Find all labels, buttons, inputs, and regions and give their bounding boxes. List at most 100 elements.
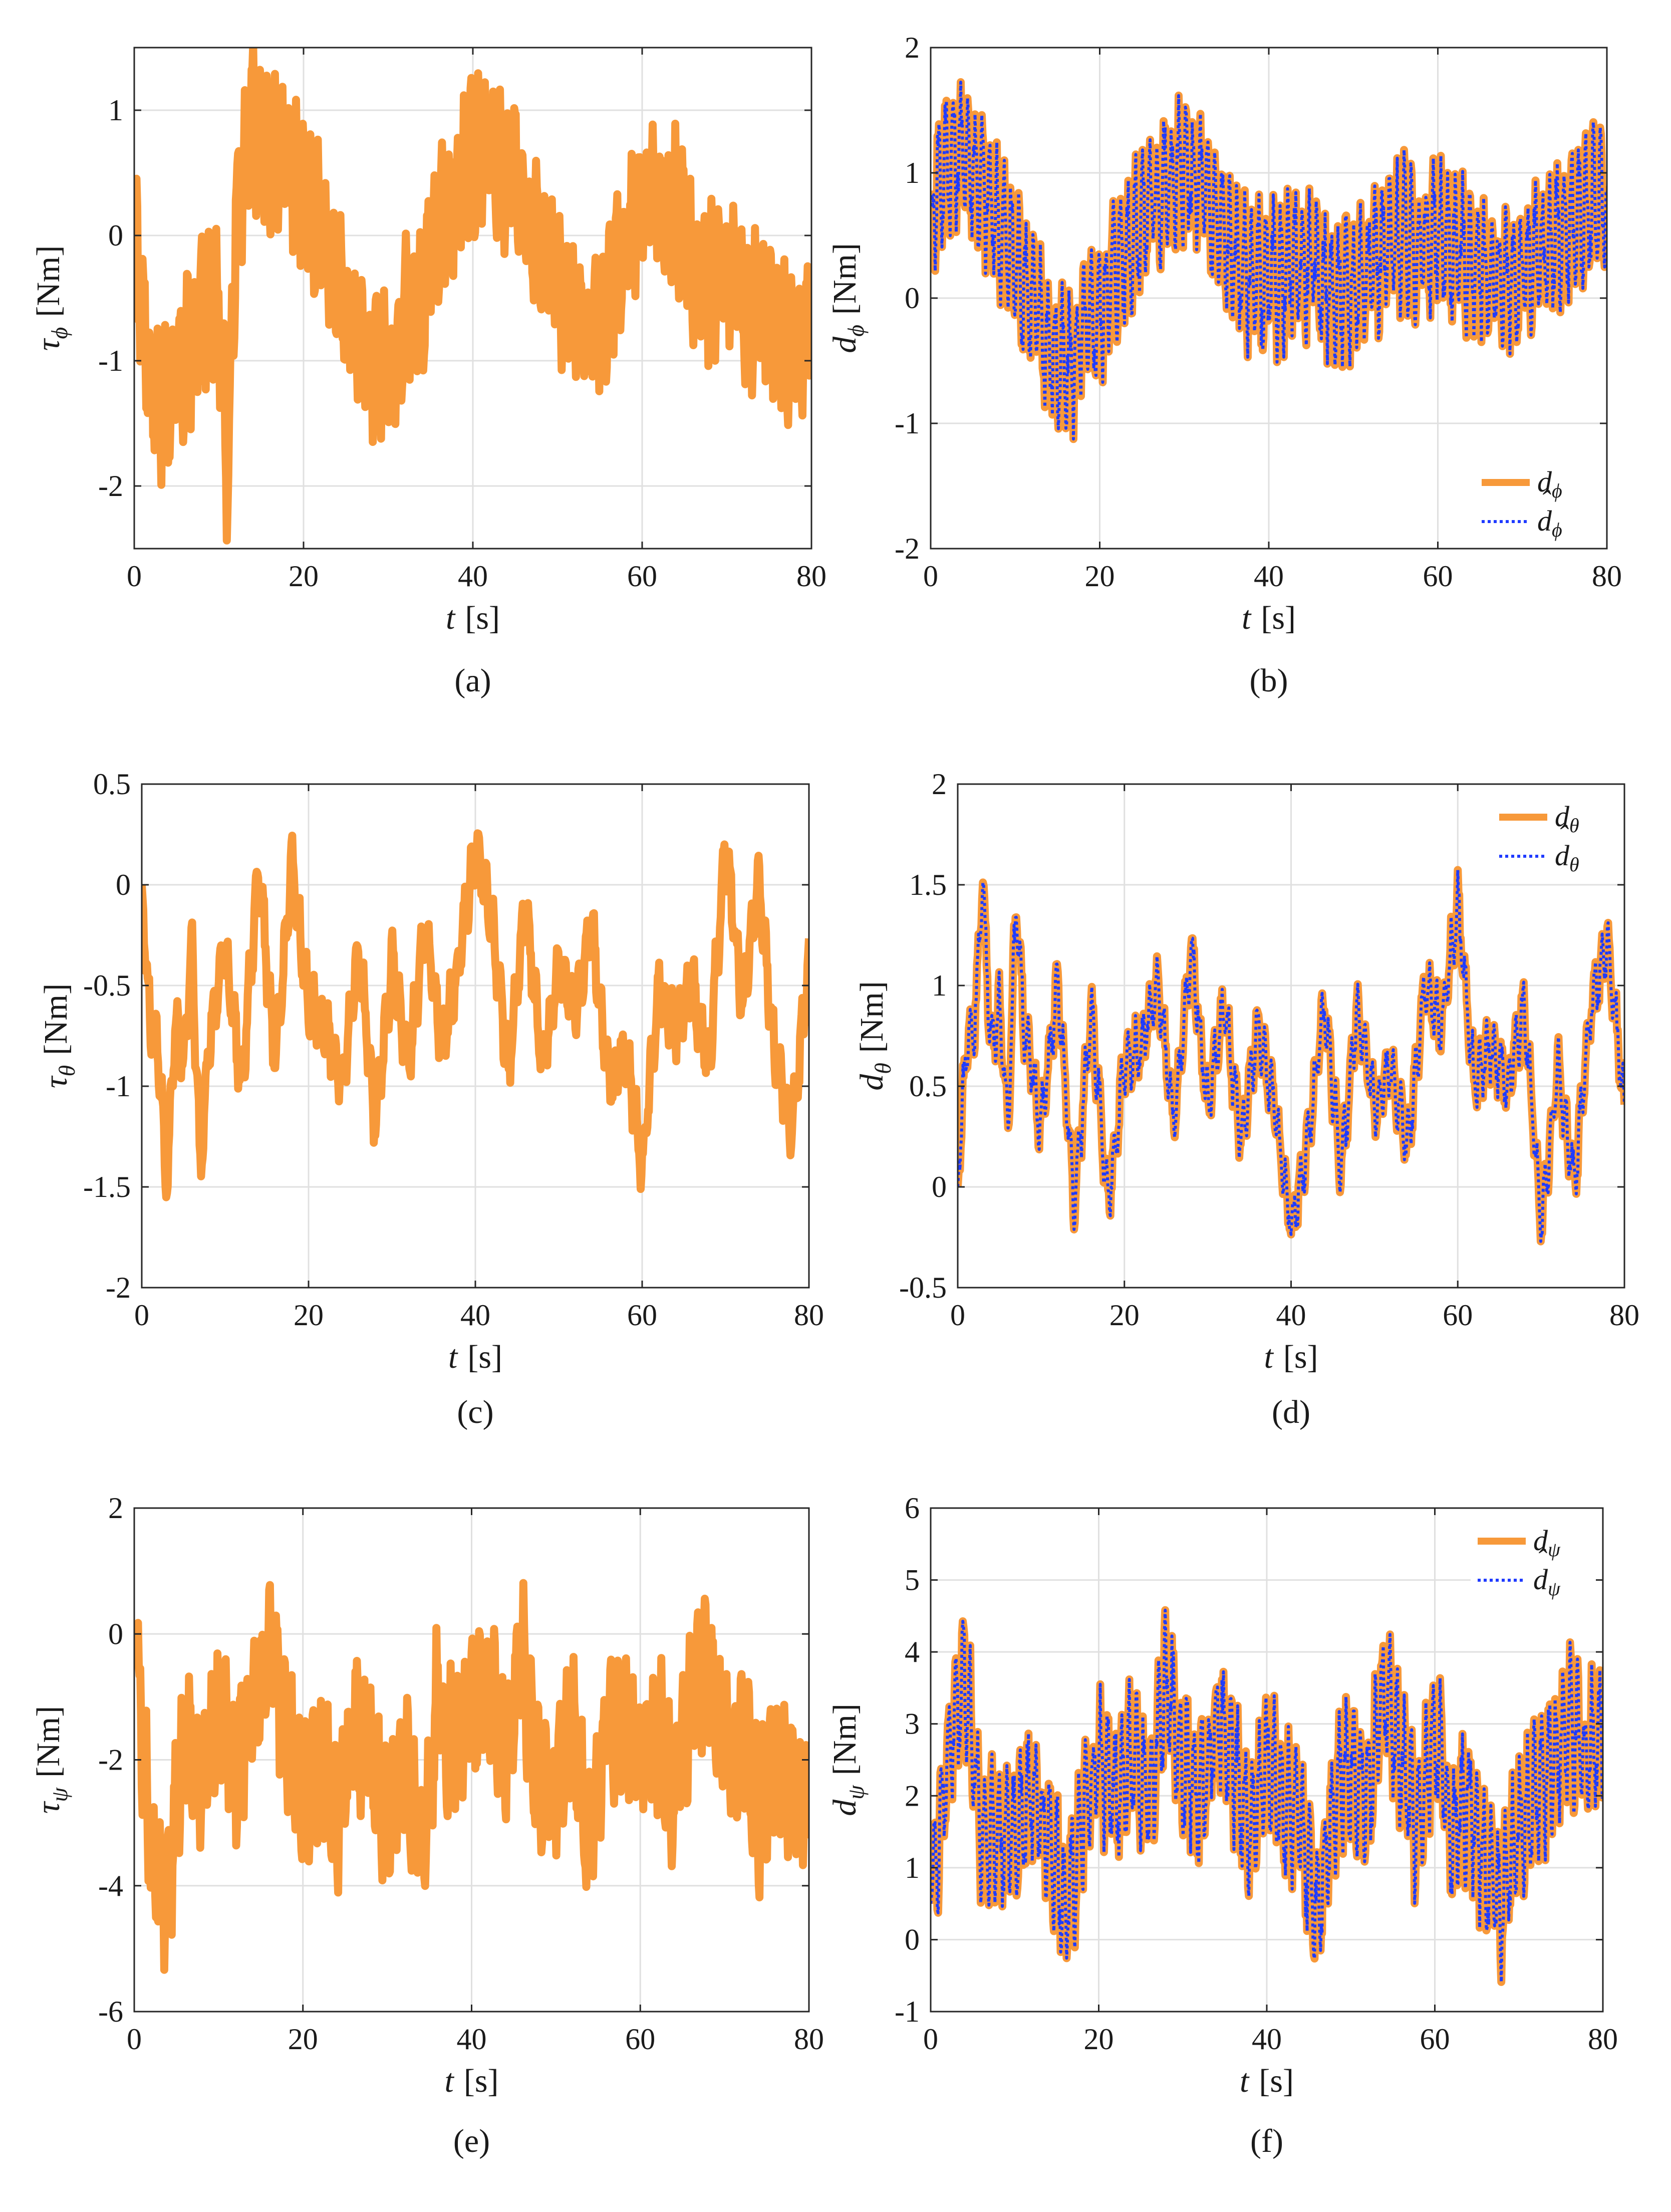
y-tick-label: 0 [108, 219, 123, 252]
x-tick-label: 80 [796, 560, 826, 593]
x-axis-label: t [s] [445, 2063, 499, 2099]
x-axis-label: t [s] [1264, 1339, 1318, 1375]
series-line-estimated [958, 868, 1624, 1243]
y-tick-label: -2 [98, 469, 123, 503]
plot-area [958, 866, 1624, 1246]
x-tick-label: 40 [1254, 560, 1284, 593]
x-tick-label: 60 [627, 560, 657, 593]
series-line-estimated [931, 1608, 1603, 1984]
y-tick-label: 2 [905, 31, 920, 64]
y-tick-label: 0.5 [909, 1070, 947, 1103]
y-tick-label: 1 [108, 94, 123, 127]
x-tick-label: 20 [288, 2023, 318, 2056]
series-line-measured [134, 48, 811, 545]
plot-area [134, 48, 811, 545]
hat-accent-icon: ˆ [1540, 484, 1551, 517]
panel-caption: (e) [453, 2123, 490, 2159]
y-tick-label: -2 [106, 1271, 131, 1304]
y-tick-label: -2 [895, 532, 920, 565]
x-tick-label: 80 [1609, 1299, 1639, 1332]
y-tick-label: 1 [905, 1851, 920, 1884]
legend-label: dψ [1533, 1524, 1561, 1561]
y-tick-label: -1 [895, 407, 920, 440]
x-axis-label: t [s] [448, 1339, 502, 1375]
x-tick-label: 40 [458, 560, 488, 593]
panel-c: 0 20 40 60 80 -2 -1.5 -1 -0.5 0 0.5 t [s] τθ[Nm] (c) [38, 768, 824, 1430]
x-tick-label: 20 [289, 560, 319, 593]
y-tick-label: 0.5 [93, 768, 131, 801]
y-tick-label: -4 [98, 1869, 123, 1902]
x-tick-label: 20 [1084, 2023, 1114, 2056]
y-axis-label: τψ[Nm] [30, 1706, 72, 1814]
legend-label: dθ [1555, 839, 1579, 876]
y-axis-label: τθ[Nm] [38, 984, 80, 1088]
series-line-estimated [931, 81, 1607, 441]
y-tick-label: -1 [106, 1070, 131, 1103]
y-tick-label: 1.5 [909, 868, 947, 901]
hat-accent-icon: ˆ [1536, 1543, 1547, 1576]
y-tick-label: 0 [905, 1923, 920, 1956]
x-tick-label: 60 [627, 1299, 657, 1332]
x-tick-label: 80 [1592, 560, 1622, 593]
x-tick-label: 20 [1085, 560, 1115, 593]
legend-box [1475, 456, 1600, 542]
x-tick-label: 80 [1588, 2023, 1618, 2056]
x-tick-label: 0 [923, 2023, 938, 2056]
series-line-measured [134, 1579, 809, 1974]
x-tick-label: 20 [1109, 1299, 1140, 1332]
y-tick-label: 6 [905, 1492, 920, 1525]
y-tick-label: 2 [905, 1779, 920, 1812]
x-tick-label: 60 [1443, 1299, 1473, 1332]
y-tick-label: 2 [108, 1492, 123, 1525]
panel-caption: (d) [1272, 1394, 1310, 1430]
panel-e: 0 20 40 60 80 -6 -4 -2 0 2 t [s] τψ[Nm] (e) [30, 1492, 824, 2159]
y-tick-label: 5 [905, 1564, 920, 1597]
x-tick-label: 0 [127, 560, 142, 593]
y-tick-label: 0 [108, 1617, 123, 1650]
x-tick-label: 80 [794, 2023, 824, 2056]
legend-label: dψ [1533, 1563, 1561, 1600]
y-tick-label: -1 [895, 1995, 920, 2028]
panel-caption: (b) [1250, 662, 1288, 699]
y-axis-label: τϕ[Nm] [30, 245, 72, 351]
x-tick-label: 0 [134, 1299, 149, 1332]
legend-box [1471, 1515, 1596, 1600]
y-tick-label: -2 [98, 1744, 123, 1777]
legend-label: dθ [1555, 800, 1579, 837]
y-tick-label: 2 [932, 768, 947, 801]
panel-caption: (a) [454, 662, 491, 699]
hat-accent-icon: ˆ [1558, 819, 1569, 852]
y-axis-label: dϕ[Nm] [826, 243, 869, 353]
y-tick-label: 0 [905, 282, 920, 315]
y-tick-label: -0.5 [83, 969, 131, 1002]
x-axis-label: t [s] [1242, 600, 1296, 636]
x-tick-label: 60 [1420, 2023, 1450, 2056]
x-tick-label: 40 [1252, 2023, 1282, 2056]
legend-label: dϕ [1537, 465, 1562, 502]
x-tick-label: 40 [460, 1299, 490, 1332]
panel-caption: (f) [1250, 2123, 1283, 2159]
panel-a: 0 20 40 60 80 -2 -1 0 1 t [s] τϕ[Nm] (a) [30, 47, 826, 699]
plot-area [134, 1579, 809, 1974]
y-axis-label: dψ[Nm] [826, 1703, 869, 1816]
y-tick-label: -1 [98, 344, 123, 377]
y-tick-label: 0 [932, 1170, 947, 1203]
x-tick-label: 80 [794, 1299, 824, 1332]
y-tick-label: 3 [905, 1707, 920, 1741]
x-tick-label: 40 [1276, 1299, 1306, 1332]
plot-area [931, 78, 1607, 443]
y-tick-label: -0.5 [899, 1271, 947, 1304]
x-axis-label: t [s] [1240, 2063, 1294, 2099]
legend-box [1492, 791, 1617, 876]
y-tick-label: 1 [932, 969, 947, 1002]
x-axis-label: t [s] [446, 600, 500, 636]
plot-area [931, 1606, 1603, 1986]
y-axis-label: dθ[Nm] [854, 981, 896, 1091]
y-tick-label: -6 [98, 1995, 123, 2028]
